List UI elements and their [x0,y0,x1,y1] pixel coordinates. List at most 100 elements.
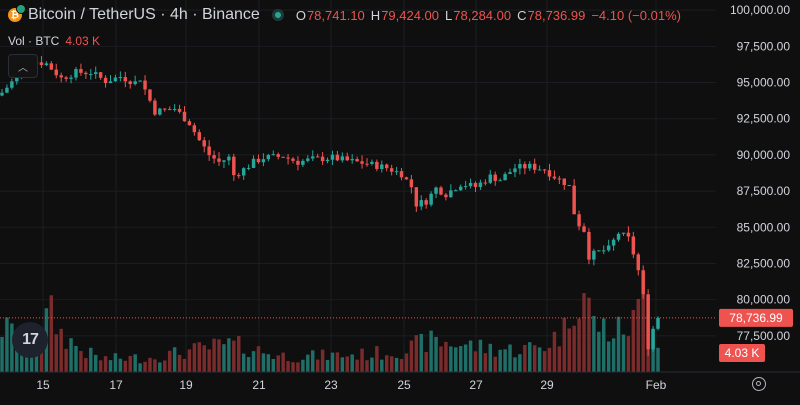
volume-bar [434,336,438,372]
open-value: 78,741.10 [306,7,365,23]
volume-bar [503,349,507,372]
volume-bar [567,328,571,372]
candle-body [335,154,340,161]
candle-body [434,187,438,194]
volume-bar [621,334,626,372]
volume-bar [281,352,285,372]
candle-body [513,168,517,173]
candle-body [399,171,404,178]
candle-body [311,156,315,159]
candle-body [163,108,167,110]
volume-bar [217,339,221,372]
volume-bar [153,359,157,372]
volume-bar [449,346,453,372]
candle-body [503,173,507,181]
volume-bar [488,343,493,372]
candle-body [108,81,113,84]
candle-body [74,69,78,78]
candle-body [103,77,108,84]
collapse-legend-button[interactable]: ︿ [8,54,38,78]
candle-body [241,168,246,176]
symbol-legend[interactable]: ₿ Bitcoin / TetherUS · 4h · Binance O78,… [8,4,681,24]
volume-bar [227,338,231,372]
volume-bar [498,349,502,372]
open-label: O [295,7,306,23]
candle-body [207,146,211,156]
candle-body [251,158,256,168]
volume-legend[interactable]: Vol · BTC 4.03 K [8,34,100,48]
volume-bar [296,362,300,372]
candle-body [394,171,399,173]
candle-body [651,328,655,350]
volume-bar [79,351,83,372]
candle-body [493,174,497,181]
candle-body [84,72,88,75]
status-dot-icon [271,9,284,21]
volume-bar [113,353,118,372]
candle-body [256,158,261,163]
change-value: −4.10 (−0.01%) [591,7,681,23]
volume-bar [626,336,631,372]
settings-icon[interactable] [752,377,766,391]
volume-bar [5,317,9,372]
candle-body [463,186,468,188]
volume-bar [424,351,428,372]
price-axis[interactable]: 100,000.00 97,500.00 95,000.00 92,500.00 90,… [719,3,793,362]
volume-bar [547,347,552,372]
candle-body [281,156,285,158]
candle-body [128,81,132,85]
candle-body [656,317,660,329]
volume-bar [478,339,483,372]
tradingview-logo[interactable]: 17 [12,322,48,358]
symbol-title[interactable]: Bitcoin / TetherUS · 4h · Binance [28,6,260,23]
high-label: H [370,7,381,23]
candle-body [54,69,58,76]
volume-bar [394,357,399,372]
candle-body [404,177,409,180]
volume-bar [468,340,473,372]
volume-bar [207,349,211,372]
low-value: 78,284.00 [453,7,512,23]
candle-body [306,158,310,161]
volume-bar [143,361,147,372]
volume-bar [197,342,202,372]
candle-body [271,154,276,156]
candle-body [370,161,374,164]
volume-bar [370,357,374,372]
candle-body [577,214,581,227]
candle-body [143,80,147,90]
volume-bar [587,297,591,372]
candle-body [542,169,547,171]
candle-body [454,190,458,192]
price-tick-label: 82,500.00 [737,256,791,270]
candle-body [355,159,359,162]
volume-bar [404,353,409,372]
candle-body [488,174,493,183]
volume-bar [251,351,256,372]
price-tick-label: 100,000.00 [730,3,790,17]
candle-body [192,125,197,133]
volume-bar [562,317,567,372]
candle-body [626,232,631,237]
volume-bar [0,337,4,372]
candle-body [602,250,606,252]
candle-body [187,121,192,126]
volume-bar [458,346,463,372]
grid-lines [0,0,716,372]
candle-body [389,168,394,172]
volume-bar [291,362,295,372]
candle-body [44,63,49,66]
candle-body [532,163,537,170]
candle-body [15,75,19,82]
candle-body [10,81,14,88]
last-price-badge [719,308,793,327]
candle-body [621,232,626,234]
candle-body [315,156,320,158]
price-tick-label: 77,500.00 [737,329,791,343]
candle-body [39,62,44,66]
candle-body [478,182,483,187]
time-axis[interactable]: 15 17 19 21 23 25 27 29 Feb [0,371,800,392]
volume-bar [158,362,162,372]
